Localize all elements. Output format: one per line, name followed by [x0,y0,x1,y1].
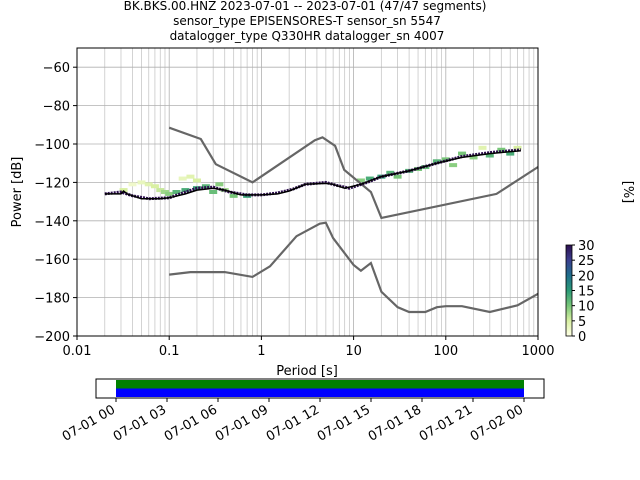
density-cell [449,163,458,168]
density-cell [137,180,146,185]
y-tick-label: −160 [34,253,70,268]
density-cell [478,145,487,150]
coverage-tick-label: 07-01 09 [213,402,271,444]
density-cell [172,190,181,194]
density-cell [365,176,374,181]
x-tick-label: 1000 [521,344,554,359]
colorbar-tick-label: 30 [578,239,595,254]
coverage-used-bar [116,388,524,397]
coverage-tick-label: 07-01 21 [417,402,475,444]
y-tick-label: −100 [34,138,70,153]
y-tick-label: −60 [43,61,70,76]
y-tick-label: −80 [43,100,70,115]
y-tick-label: −140 [34,215,70,230]
density-cell [215,182,224,187]
y-tick-label: −180 [34,292,70,307]
density-cell [356,178,365,183]
plot-area [77,48,538,336]
density-cell [128,182,137,187]
plot-frame [76,47,539,337]
density-cell [150,184,159,189]
density-cell [178,176,187,181]
title-line-2: sensor_type EPISENSORES-T sensor_sn 5547 [173,14,441,28]
density-cell [209,190,218,194]
noise-model-line [169,221,539,314]
density-cell [497,147,506,152]
colorbar-tick-label: 15 [578,285,595,300]
x-axis-label: Period [s] [276,364,338,379]
coverage-tick-label: 07-01 18 [366,402,424,444]
y-axis-ticks: −60 −80 −100 −120 −140 −160 −180 −200 [34,61,77,345]
title-line-3: datalogger_type Q330HR datalogger_sn 400… [170,29,445,43]
x-tick-label: 1 [257,344,265,359]
density-cell [165,191,174,196]
density-cell [432,159,441,164]
y-tick-label: −200 [34,330,70,345]
noise-model-line [168,126,539,220]
median-curve [104,148,521,201]
y-tick-label: −120 [34,176,70,191]
colorbar-tick-label: 0 [578,330,586,345]
colorbar-tick-label: 20 [578,269,595,284]
density-cell [393,174,402,179]
coverage-tick-label: 07-01 15 [315,402,373,444]
title-line-1: BK.BKS.00.HNZ 2023-07-01 -- 2023-07-01 (… [124,0,487,13]
colorbar-tick-label: 10 [578,300,595,315]
density-cell [144,182,153,187]
colorbar-tick-label: 5 [578,315,586,330]
coverage-data-bar [116,380,524,389]
colorbar-tick-label: 25 [578,254,595,269]
y-axis-label: Power [dB] [10,157,25,228]
noise-models [168,126,539,314]
median-line [104,149,521,200]
density-cell [181,188,190,193]
x-tick-label: 0.01 [63,344,92,359]
density-cell [186,174,195,179]
coverage-tick-label: 07-01 03 [111,402,169,444]
coverage-tick-label: 07-01 12 [264,402,322,444]
colorbar-label: [%] [620,181,635,204]
coverage-tick-label: 07-02 00 [468,402,526,444]
density-cell [156,188,165,193]
coverage-tick-label: 07-01 00 [60,402,118,444]
density-cell [506,151,515,156]
density-cell [160,190,169,194]
density-cell [192,178,201,183]
chart-title: BK.BKS.00.HNZ 2023-07-01 -- 2023-07-01 (… [124,0,487,43]
density-cell [469,155,478,160]
coverage-tick-label: 07-01 06 [162,402,220,444]
x-tick-label: 10 [345,344,362,359]
density-cell [485,153,494,158]
density-cell [513,145,522,150]
x-tick-label: 0.1 [159,344,180,359]
x-axis-ticks: 0.01 0.1 1 10 100 1000 [63,336,555,359]
density-cell [229,193,238,198]
density-cell [458,151,467,156]
colorbar-swatch [565,244,573,337]
x-tick-label: 100 [433,344,458,359]
density-cell [386,170,395,175]
